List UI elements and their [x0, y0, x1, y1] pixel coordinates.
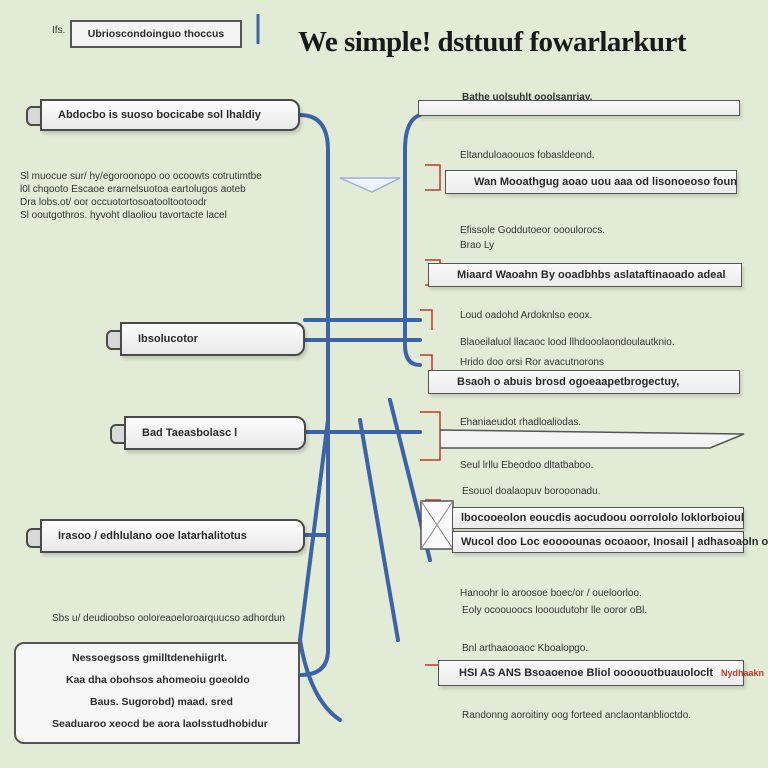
- left-tube-3: Bad Taeasbolasc l: [124, 416, 306, 450]
- stack-line: Seaduaroo xeocd be aora laolsstudhobidur: [52, 718, 268, 730]
- right-item-bar: Miaard Waoahn By ooadbhbs aslataftinaoad…: [428, 263, 742, 287]
- right-item-sub: Hrido doo orsi Ror avacutnorons: [460, 357, 604, 368]
- left-note-line: Dra lobs.ot/ oor occuotortosoatooltootoo…: [20, 197, 207, 208]
- right-item-bar: Wan Mooathgug aoao uou aaa od lisonoeoso…: [445, 170, 737, 194]
- right-item-heading: Hanoohr lo aroosoe boec/or / oueloorloo.: [460, 588, 642, 599]
- left-caption: Sbs u/ deudioobso ooloreaoeloroarquucso …: [52, 613, 285, 624]
- right-wedge-bar: [440, 429, 745, 449]
- right-item-tag: Nydhaakn: [721, 668, 765, 678]
- curve-low: [298, 638, 342, 722]
- right-item-sub: Brao Ly: [460, 240, 495, 251]
- diag-1: [298, 418, 330, 642]
- right-item-bar: HSI AS ANS Bsoaoenoe Bliol oooouotbuauol…: [438, 660, 764, 686]
- left-main-pipe: [298, 113, 330, 677]
- stack-line: Kaa dha obohsos ahomeoiu goeoldo: [66, 674, 250, 686]
- left-note-line: Sl muocue sur/ hy/egoroonopo oo ocoowts …: [20, 171, 262, 182]
- left-note-line: Sl ooutgothros. hyvoht dlaoliou tavortac…: [20, 210, 227, 221]
- left-notes: Sl muocue sur/ hy/egoroonopo oo ocoowts …: [20, 170, 262, 222]
- right-item-heading: Loud oadohd Ardoknlso eoox.: [460, 310, 593, 321]
- right-item-bar: lbocooeolon eoucdis aocudoou oorrololo l…: [452, 507, 744, 529]
- page-title: We simple! dsttuuf fowarlarkurt: [298, 26, 687, 58]
- left-tube-1: Abdocbo is suoso bocicabe sol lhaldiy: [40, 99, 300, 131]
- right-item-bar-text: HSI AS ANS Bsoaoenoe Bliol oooouotbuauol…: [459, 667, 714, 679]
- right-item-heading: Eltanduloaoouos fobasldeond.: [460, 150, 595, 161]
- header-label-box: Ubrioscondoinguo thoccus: [70, 20, 242, 48]
- right-item-bar: Bsaoh o abuis brosd ogoeaapetbrogectuy,: [428, 370, 740, 394]
- right-item-heading: Efissole Goddutoeor oooulorocs.: [460, 225, 606, 236]
- left-tube-4: Irasoo / edhlulano ooe latarhalitotus: [40, 519, 305, 553]
- right-item-bar: Wucol doo Loc eoooounas ocoaoor, Inosail…: [452, 531, 768, 553]
- right-main-pipe: [403, 113, 422, 367]
- right-item-heading: Bnl arthaaooaoc Kboalopgo.: [462, 643, 589, 654]
- left-note-line: l0l chqooto Escaoe erarnelsuotoa eartolu…: [20, 184, 246, 195]
- down-arrow: [339, 177, 401, 193]
- stack-line: Baus. Sugorobd) maad. sred: [90, 696, 233, 708]
- data-stack: Nessoegsoss gmilltdenehiigrlt. Kaa dha o…: [14, 642, 300, 744]
- header-marker: Ifs.: [52, 25, 66, 36]
- right-item-heading: Seul lrllu Ebeodoo dltatbaboo.: [460, 460, 594, 471]
- right-item-sub: Blaoeilaluol llacaoc lood llhdooolaondou…: [460, 337, 675, 348]
- right-item-heading: Randonng aoroitiny oog forteed anclaonta…: [462, 710, 692, 721]
- diag-2: [358, 418, 400, 642]
- stack-line: Nessoegsoss gmilltdenehiigrlt.: [72, 652, 228, 664]
- right-item-heading: Ehaniaeudot rhadloaliodas.: [460, 417, 582, 428]
- right-item-sub: Esouol doalaopuv borooonadu.: [462, 486, 601, 497]
- left-tube-2: Ibsolucotor: [120, 322, 305, 356]
- right-item-sub: Eoly ocoouoocs loooudutohr lle ooror oBl…: [462, 605, 648, 616]
- cross-box-icon: [420, 500, 454, 550]
- right-top-bar: [418, 100, 740, 116]
- right-top-label: Bathe uolsuhlt ooolsanriay.: [462, 92, 593, 103]
